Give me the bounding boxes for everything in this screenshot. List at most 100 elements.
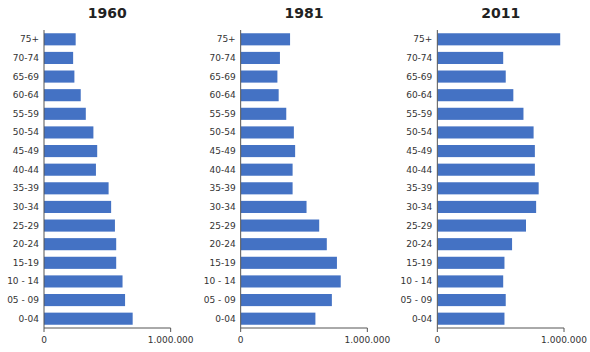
bars: [437, 33, 560, 324]
bar: [437, 145, 535, 157]
category-label: 70-74: [13, 53, 39, 63]
category-label: 35-39: [13, 183, 39, 193]
category-label: 20-24: [406, 239, 432, 249]
bar: [241, 220, 320, 232]
bar: [44, 294, 125, 306]
bars: [44, 33, 133, 324]
category-label: 75+: [413, 34, 432, 44]
tick-label: 1.000.000: [344, 335, 390, 345]
category-label: 40-44: [406, 165, 432, 175]
bar: [44, 313, 133, 325]
category-label: 10 - 14: [204, 276, 236, 286]
bar: [44, 182, 109, 194]
category-label: 65-69: [13, 72, 39, 82]
category-label: 60-64: [13, 90, 39, 100]
bars: [241, 33, 341, 324]
bar: [437, 164, 535, 176]
category-label: 20-24: [13, 239, 39, 249]
title: 1981: [285, 5, 324, 21]
axis-line: [437, 30, 438, 328]
category-label: 55-59: [210, 109, 236, 119]
category-label: 50-54: [406, 127, 432, 137]
bar: [241, 182, 293, 194]
bar: [241, 275, 341, 287]
bar: [241, 89, 279, 101]
bar: [437, 71, 505, 83]
bar: [437, 257, 504, 269]
bar: [437, 182, 538, 194]
tick-label: 0: [434, 335, 440, 345]
bar: [44, 126, 93, 138]
category-label: 0-04: [19, 314, 40, 324]
tick: [437, 328, 438, 332]
bar: [44, 145, 97, 157]
category-label: 25-29: [406, 221, 432, 231]
bar: [437, 220, 526, 232]
bar: [44, 33, 76, 45]
tick: [170, 328, 171, 332]
bar: [437, 52, 503, 64]
bar: [437, 89, 513, 101]
bar: [437, 294, 505, 306]
axis-line: [241, 328, 368, 329]
category-label: 05 - 09: [7, 295, 39, 305]
category-label: 55-59: [13, 109, 39, 119]
tick: [44, 328, 45, 332]
category-label: 35-39: [406, 183, 432, 193]
bar: [241, 313, 316, 325]
bar: [44, 257, 116, 269]
panel: 20110-0405 - 0910 - 1415-1920-2425-2930-…: [400, 5, 587, 345]
category-label: 0-04: [412, 314, 433, 324]
tick: [367, 328, 368, 332]
bar: [437, 313, 504, 325]
category-label: 50-54: [210, 127, 236, 137]
category-label: 15-19: [406, 258, 432, 268]
category-label: 30-34: [406, 202, 432, 212]
bar: [241, 33, 290, 45]
bar: [241, 108, 287, 120]
bar: [44, 164, 96, 176]
bar: [437, 126, 533, 138]
category-label: 65-69: [210, 72, 236, 82]
category-label: 45-49: [406, 146, 432, 156]
tick-label: 1.000.000: [541, 335, 587, 345]
bar: [437, 275, 503, 287]
category-label: 15-19: [210, 258, 236, 268]
category-label: 25-29: [13, 221, 39, 231]
category-label: 60-64: [406, 90, 432, 100]
bar: [241, 294, 332, 306]
title: 1960: [88, 5, 127, 21]
category-label: 10 - 14: [7, 276, 39, 286]
category-label: 70-74: [406, 53, 432, 63]
category-label: 45-49: [13, 146, 39, 156]
category-label: 65-69: [406, 72, 432, 82]
bar: [44, 71, 74, 83]
panel: 19810-0405 - 0910 - 1415-1920-2425-2930-…: [204, 5, 391, 345]
tick-label: 1.000.000: [148, 335, 194, 345]
category-label: 30-34: [13, 202, 39, 212]
tick-label: 0: [238, 335, 244, 345]
category-label: 30-34: [210, 202, 236, 212]
axis-line: [240, 30, 241, 328]
bar: [241, 238, 327, 250]
bar: [241, 71, 278, 83]
bar: [44, 220, 115, 232]
bar: [241, 52, 280, 64]
category-label: 15-19: [13, 258, 39, 268]
bar: [437, 33, 560, 45]
title: 2011: [481, 5, 520, 21]
category-label: 20-24: [210, 239, 236, 249]
bar: [241, 164, 293, 176]
bar: [44, 238, 116, 250]
category-label: 70-74: [210, 53, 236, 63]
bar: [437, 238, 512, 250]
category-label: 50-54: [13, 127, 39, 137]
category-label: 35-39: [210, 183, 236, 193]
category-label: 75+: [20, 34, 39, 44]
chart: 1960 0-04 05 - 09 10 - 14 15-19 20-24 25-29 30-…: [0, 0, 590, 352]
bar: [241, 145, 295, 157]
bar: [241, 126, 294, 138]
category-label: 45-49: [210, 146, 236, 156]
bar: [44, 108, 86, 120]
category-label: 25-29: [210, 221, 236, 231]
